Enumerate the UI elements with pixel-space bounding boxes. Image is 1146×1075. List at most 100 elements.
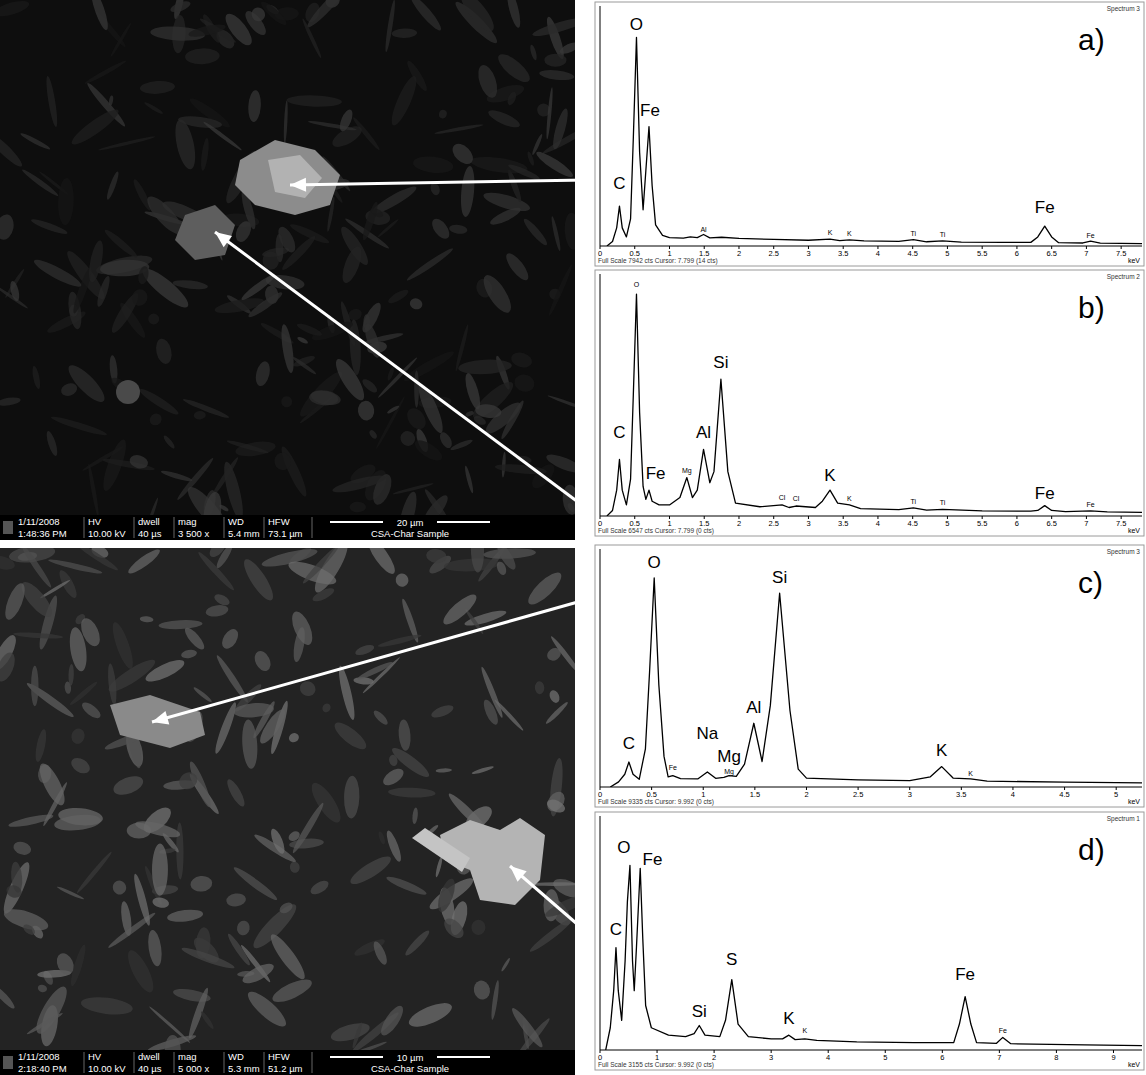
sem-texture [98, 135, 156, 152]
sem-texture [337, 108, 355, 133]
peak-label: K [783, 1009, 795, 1028]
particle [110, 695, 205, 748]
scale-bar-gap [383, 1051, 437, 1063]
sem-texture [283, 101, 288, 144]
info-value: 5.3 mm [228, 1063, 260, 1074]
sem-texture [31, 366, 42, 390]
sem-texture [389, 744, 432, 781]
info-header: HFW [268, 1051, 290, 1062]
sem-texture [107, 663, 118, 705]
sem-texture [526, 151, 535, 166]
peak-label: C [613, 423, 625, 442]
sem-texture [486, 107, 522, 131]
sem-texture [158, 619, 202, 630]
scale-bar-label: 10 µm [397, 1052, 424, 1063]
peak-label: Si [692, 1002, 707, 1021]
tick-label: 5.5 [977, 249, 987, 258]
tick-label: 8 [1054, 1053, 1058, 1062]
sem-texture [160, 469, 193, 483]
info-header: dwell [138, 516, 160, 527]
sem-texture [472, 979, 492, 1001]
sem-background [0, 0, 575, 515]
tick-label: 4.5 [907, 519, 917, 528]
sem-texture [384, 829, 404, 863]
sem-texture [205, 604, 229, 618]
sem-texture [26, 1011, 64, 1035]
peak-label: Fe [955, 965, 975, 984]
sem-texture [68, 755, 92, 777]
sem-texture [311, 586, 336, 604]
sem-texture [154, 337, 174, 365]
peak-label: Fe [1035, 484, 1055, 503]
sem-texture [529, 44, 538, 61]
sem-texture [423, 488, 452, 515]
sem-texture [199, 1010, 215, 1030]
peak-label: S [726, 950, 737, 969]
peak-label: Na [697, 724, 719, 743]
tick-label: 4.5 [1059, 790, 1069, 799]
minor-peak-label: Ti [911, 230, 917, 237]
sem-texture [0, 213, 16, 242]
sem-texture [162, 434, 176, 450]
sem-texture [528, 916, 575, 955]
sem-texture [35, 760, 69, 808]
info-header: mag [178, 516, 196, 527]
tick-label: 9 [1111, 1053, 1115, 1062]
plot-area [606, 865, 1142, 1050]
sem-texture [354, 643, 375, 657]
sem-texture [456, 0, 499, 36]
sem-texture [262, 251, 279, 270]
peak-label: Fe [643, 850, 663, 869]
sem-texture [386, 404, 400, 414]
sem-texture [435, 877, 459, 914]
sem-texture [495, 560, 508, 576]
tick-label: 6 [1015, 519, 1019, 528]
sem-texture [68, 105, 122, 149]
y-axis [600, 6, 601, 246]
tick-label: 5 [945, 249, 949, 258]
sem-texture [182, 625, 207, 652]
info-value: 40 µs [138, 528, 162, 539]
sem-texture [140, 616, 154, 623]
sem-texture [505, 0, 523, 29]
sem-texture [438, 109, 448, 119]
sem-texture [169, 0, 192, 14]
sem-texture [310, 388, 342, 407]
sem-texture [143, 656, 187, 686]
sem-texture [347, 852, 394, 888]
sem-texture [226, 439, 269, 455]
info-value: 5 000 x [178, 1063, 209, 1074]
sem-texture [236, 920, 251, 937]
minor-peak-label: K [828, 229, 833, 236]
sem-texture [301, 18, 323, 59]
peak-label: O [630, 15, 643, 34]
arrow-line [215, 232, 586, 508]
tick-label: 6.5 [1046, 519, 1056, 528]
spectrum-line [607, 294, 1142, 516]
peak-label: O [617, 838, 630, 857]
separator [264, 517, 265, 538]
sem-texture [360, 201, 380, 242]
sem-texture [301, 548, 341, 585]
y-axis [600, 549, 601, 787]
minor-peak-label: K [968, 770, 973, 777]
sem-texture [200, 138, 211, 172]
sem-texture [397, 428, 418, 449]
tick-label: 2 [737, 519, 741, 528]
sem-texture [270, 975, 315, 1006]
sem-texture [0, 0, 31, 19]
sem-texture [408, 0, 445, 33]
x-axis-label: keV [1128, 527, 1140, 534]
spectrum-name: Spectrum 1 [1107, 815, 1141, 823]
sem-texture [12, 839, 33, 857]
sem-texture [357, 400, 376, 422]
panel-label: c) [1078, 566, 1103, 599]
sem-texture [224, 777, 247, 809]
sem-texture [551, 875, 575, 901]
sem-texture [408, 297, 424, 311]
spectrum-line [607, 37, 1142, 246]
sem-texture [380, 765, 406, 788]
sem-texture [166, 908, 203, 924]
sem-texture [272, 451, 293, 473]
y-axis [600, 816, 601, 1050]
